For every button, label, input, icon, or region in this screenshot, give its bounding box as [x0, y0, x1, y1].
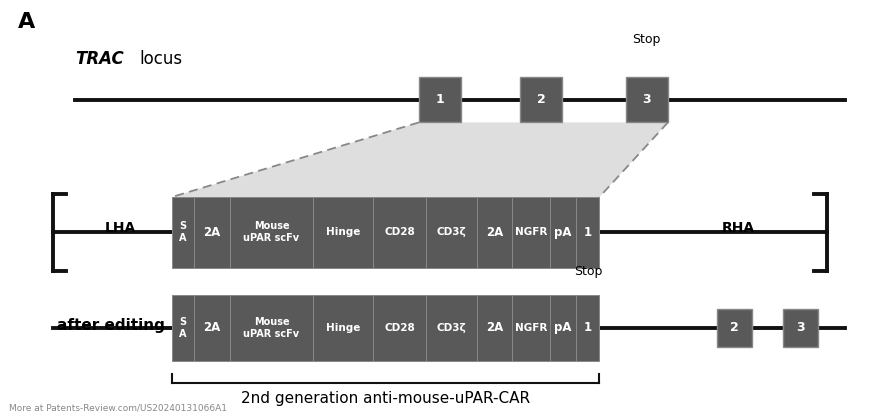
FancyBboxPatch shape [717, 309, 752, 347]
Text: NGFR: NGFR [515, 227, 547, 237]
Text: NGFR: NGFR [515, 323, 547, 333]
Text: 3: 3 [642, 93, 651, 106]
Text: CD3ζ: CD3ζ [436, 227, 466, 237]
FancyBboxPatch shape [172, 295, 194, 361]
Text: TRAC: TRAC [75, 51, 123, 68]
Text: 2A: 2A [203, 226, 221, 239]
Text: after editing: after editing [57, 318, 165, 333]
Text: RHA: RHA [722, 221, 755, 235]
Text: CD3ζ: CD3ζ [436, 323, 466, 333]
FancyBboxPatch shape [426, 197, 477, 268]
FancyBboxPatch shape [512, 197, 550, 268]
FancyBboxPatch shape [194, 295, 230, 361]
Text: 2A: 2A [486, 226, 503, 239]
Text: CD28: CD28 [385, 323, 414, 333]
Text: 2A: 2A [486, 321, 503, 334]
FancyBboxPatch shape [419, 77, 461, 122]
Text: Stop: Stop [633, 33, 661, 46]
FancyBboxPatch shape [477, 295, 512, 361]
FancyBboxPatch shape [373, 197, 426, 268]
Polygon shape [172, 122, 668, 197]
Text: 1: 1 [436, 93, 444, 106]
FancyBboxPatch shape [783, 309, 818, 347]
Text: pA: pA [554, 226, 572, 239]
Text: Hinge: Hinge [326, 227, 361, 237]
Text: Mouse
uPAR scFv: Mouse uPAR scFv [244, 317, 299, 339]
FancyBboxPatch shape [576, 295, 599, 361]
Text: Hinge: Hinge [326, 323, 361, 333]
Text: CD28: CD28 [385, 227, 414, 237]
FancyBboxPatch shape [172, 197, 194, 268]
Text: 2: 2 [537, 93, 546, 106]
FancyBboxPatch shape [313, 197, 373, 268]
Text: 2nd generation anti-mouse-uPAR-CAR: 2nd generation anti-mouse-uPAR-CAR [241, 391, 530, 406]
FancyBboxPatch shape [313, 295, 373, 361]
Text: 1: 1 [583, 226, 592, 239]
Text: locus: locus [139, 51, 182, 68]
Text: Mouse
uPAR scFv: Mouse uPAR scFv [244, 221, 299, 244]
FancyBboxPatch shape [576, 197, 599, 268]
FancyBboxPatch shape [520, 77, 562, 122]
Text: 1: 1 [583, 321, 592, 334]
FancyBboxPatch shape [550, 197, 576, 268]
Text: 3: 3 [796, 321, 805, 334]
FancyBboxPatch shape [230, 295, 313, 361]
FancyBboxPatch shape [373, 295, 426, 361]
Text: 2A: 2A [203, 321, 221, 334]
FancyBboxPatch shape [512, 295, 550, 361]
Text: LHA: LHA [105, 221, 136, 235]
Text: S
A: S A [180, 221, 187, 244]
FancyBboxPatch shape [550, 295, 576, 361]
Text: 2: 2 [730, 321, 739, 334]
FancyBboxPatch shape [426, 295, 477, 361]
FancyBboxPatch shape [194, 197, 230, 268]
FancyBboxPatch shape [626, 77, 668, 122]
Text: S
A: S A [180, 317, 187, 339]
Text: pA: pA [554, 321, 572, 334]
FancyBboxPatch shape [477, 197, 512, 268]
Text: A: A [18, 12, 35, 32]
Text: More at Patents-Review.com/US20240131066A1: More at Patents-Review.com/US20240131066… [9, 404, 227, 413]
FancyBboxPatch shape [230, 197, 313, 268]
Text: Stop: Stop [574, 265, 602, 278]
